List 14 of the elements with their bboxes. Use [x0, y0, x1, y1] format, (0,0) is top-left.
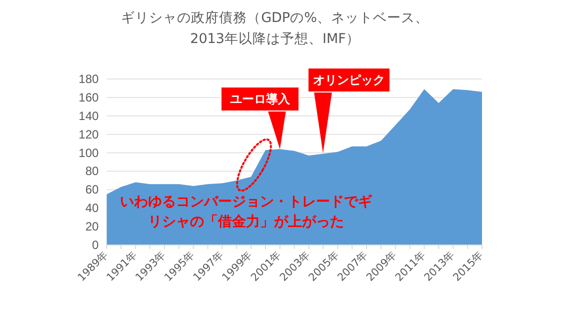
y-tick-label: 40	[85, 201, 100, 216]
y-tick-label: 80	[85, 164, 100, 178]
y-tick-label: 180	[78, 72, 100, 86]
annotation: いわゆるコンバージョン・トレードでギリシャの「借金力」が上がった	[119, 193, 374, 232]
chart-title: ギリシャの政府債務（GDPの%、ネットベース、2013年以降は予想、IMF）	[120, 9, 430, 49]
annotation: ユーロ導入	[229, 91, 291, 108]
y-tick-label: 0	[92, 238, 100, 252]
y-tick-label: 20	[85, 220, 100, 234]
y-tick-label: 140	[78, 108, 100, 123]
y-tick-label: 100	[78, 146, 100, 160]
annotation: オリンピック	[312, 72, 386, 89]
y-tick-label: 120	[78, 127, 100, 142]
y-tick-label: 160	[78, 90, 100, 104]
y-tick-label: 60	[85, 182, 100, 197]
